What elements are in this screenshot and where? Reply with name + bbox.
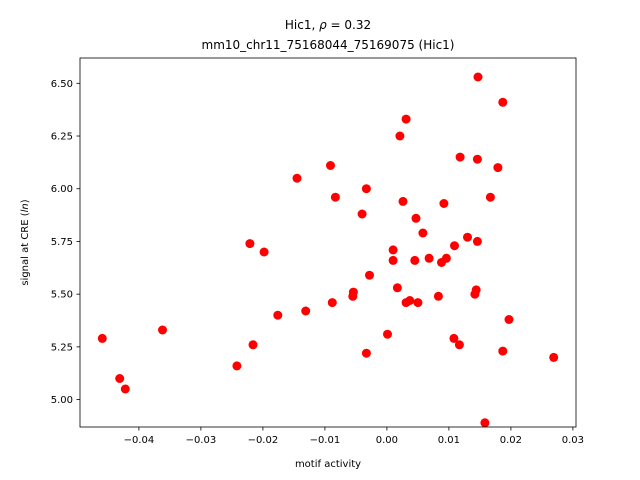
chart-title-line2: mm10_chr11_75168044_75169075 (Hic1) xyxy=(202,38,455,52)
data-point-0 xyxy=(97,333,107,343)
y-tick-label: 6.00 xyxy=(51,184,73,195)
data-point-7 xyxy=(259,247,269,257)
data-point-54 xyxy=(549,352,559,362)
data-point-45 xyxy=(472,154,482,164)
title-name: Hic1, xyxy=(285,18,319,32)
data-point-46 xyxy=(472,236,482,246)
x-tick-label: 0.01 xyxy=(438,435,460,446)
data-point-22 xyxy=(388,255,398,265)
data-point-42 xyxy=(463,232,472,242)
data-point-39 xyxy=(450,241,459,251)
x-tick-label: 0.02 xyxy=(500,435,522,446)
data-point-18 xyxy=(361,348,371,358)
data-point-31 xyxy=(413,298,423,308)
data-point-16 xyxy=(357,209,367,219)
y-tick-label: 6.25 xyxy=(51,132,73,143)
data-point-37 xyxy=(441,253,451,263)
data-point-6 xyxy=(248,340,258,350)
title-rho-value: = 0.32 xyxy=(327,18,371,32)
data-point-2 xyxy=(120,384,130,394)
x-tick-label: −0.01 xyxy=(310,435,341,446)
data-point-1 xyxy=(115,374,125,383)
x-tick-label: −0.02 xyxy=(248,435,279,446)
y-axis-label: signal at CRE (ln) xyxy=(20,199,31,285)
y-axis-ticks: 5.00 5.25 5.50 5.75 6.00 6.25 6.50 xyxy=(51,79,80,406)
data-point-12 xyxy=(327,298,337,308)
x-tick-label: −0.03 xyxy=(186,435,217,446)
data-point-50 xyxy=(493,163,503,173)
y-tick-label: 5.50 xyxy=(51,290,73,301)
data-point-17 xyxy=(361,184,371,194)
title-rho-symbol: ρ xyxy=(319,18,327,32)
y-tick-label: 5.75 xyxy=(51,237,73,248)
data-point-34 xyxy=(433,291,443,301)
data-point-40 xyxy=(454,340,464,350)
data-point-3 xyxy=(158,325,167,335)
data-point-13 xyxy=(330,192,340,202)
data-point-51 xyxy=(498,97,508,107)
chart-title-line1: Hic1, ρ = 0.32 xyxy=(285,18,371,32)
y-tick-label: 5.00 xyxy=(51,395,73,406)
chart-title: Hic1, ρ = 0.32 mm10_chr11_75168044_75169… xyxy=(202,18,455,52)
data-point-24 xyxy=(395,131,405,141)
y-axis-label-prefix: signal at CRE ( xyxy=(20,212,31,285)
data-point-29 xyxy=(410,255,420,265)
data-point-38 xyxy=(449,333,459,343)
x-tick-label: 0.00 xyxy=(376,435,398,446)
data-point-8 xyxy=(273,310,283,320)
x-axis-ticks: −0.04 −0.03 −0.02 −0.01 0.00 0.01 0.02 0.03 xyxy=(124,427,584,446)
data-point-47 xyxy=(473,72,483,82)
plot-area xyxy=(80,58,576,427)
data-point-19 xyxy=(365,270,374,280)
data-point-33 xyxy=(424,253,434,263)
data-point-10 xyxy=(301,306,311,316)
x-axis-label: motif activity xyxy=(295,459,361,470)
y-tick-label: 6.50 xyxy=(51,79,73,90)
data-point-36 xyxy=(439,199,449,208)
data-point-25 xyxy=(398,196,408,206)
data-point-15 xyxy=(348,287,358,297)
data-point-52 xyxy=(498,346,508,356)
y-tick-label: 5.25 xyxy=(51,342,73,353)
data-point-5 xyxy=(245,239,255,249)
data-point-26 xyxy=(401,114,411,124)
data-point-48 xyxy=(480,418,490,428)
plot-frame xyxy=(79,57,577,428)
data-point-23 xyxy=(392,283,402,293)
data-point-30 xyxy=(411,213,421,223)
data-point-9 xyxy=(292,173,302,183)
data-point-32 xyxy=(418,228,428,238)
data-point-11 xyxy=(326,161,335,170)
data-point-53 xyxy=(504,315,514,324)
y-axis-label-suffix: ) xyxy=(20,199,31,203)
x-tick-label: 0.03 xyxy=(562,435,584,446)
data-point-4 xyxy=(232,361,242,371)
y-axis-label-unit: ln xyxy=(20,203,31,212)
data-point-21 xyxy=(388,245,398,255)
data-point-49 xyxy=(485,192,495,202)
x-tick-label: −0.04 xyxy=(124,435,155,446)
data-points xyxy=(97,72,559,428)
data-point-20 xyxy=(383,329,392,339)
data-point-44 xyxy=(471,285,481,295)
data-point-41 xyxy=(455,152,465,162)
data-point-28 xyxy=(405,296,415,305)
